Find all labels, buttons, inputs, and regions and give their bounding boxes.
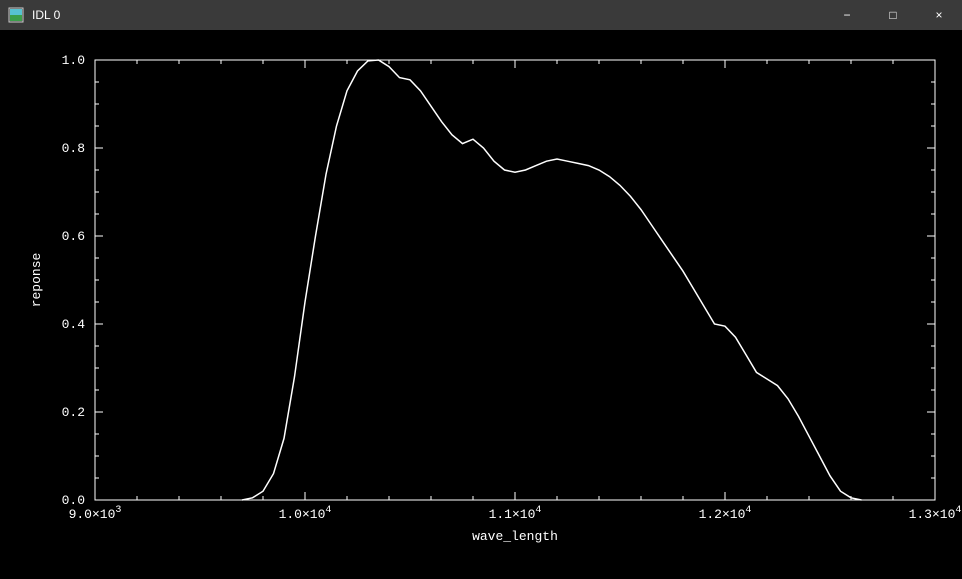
svg-text:0.4: 0.4 (62, 317, 86, 332)
svg-text:1.1×104: 1.1×104 (489, 505, 542, 522)
svg-text:1.2×104: 1.2×104 (699, 505, 752, 522)
svg-text:1.0: 1.0 (62, 53, 85, 68)
app-window: IDL 0 − □ × 9.0×1031.0×1041.1×1041.2×104… (0, 0, 962, 579)
window-title: IDL 0 (32, 8, 60, 22)
minimize-icon: − (843, 8, 850, 22)
close-button[interactable]: × (916, 0, 962, 30)
maximize-button[interactable]: □ (870, 0, 916, 30)
maximize-icon: □ (889, 8, 896, 22)
svg-text:wave_length: wave_length (472, 529, 558, 544)
svg-text:0.0: 0.0 (62, 493, 85, 508)
svg-text:reponse: reponse (29, 253, 44, 308)
plot-area: 9.0×1031.0×1041.1×1041.2×1041.3×1040.00.… (0, 30, 962, 579)
plot-svg: 9.0×1031.0×1041.1×1041.2×1041.3×1040.00.… (0, 30, 962, 579)
minimize-button[interactable]: − (824, 0, 870, 30)
svg-text:0.8: 0.8 (62, 141, 85, 156)
svg-text:0.6: 0.6 (62, 229, 85, 244)
app-icon (8, 7, 24, 23)
svg-text:1.3×104: 1.3×104 (909, 505, 962, 522)
titlebar[interactable]: IDL 0 − □ × (0, 0, 962, 30)
close-icon: × (935, 8, 942, 22)
svg-text:0.2: 0.2 (62, 405, 85, 420)
svg-text:1.0×104: 1.0×104 (279, 505, 332, 522)
